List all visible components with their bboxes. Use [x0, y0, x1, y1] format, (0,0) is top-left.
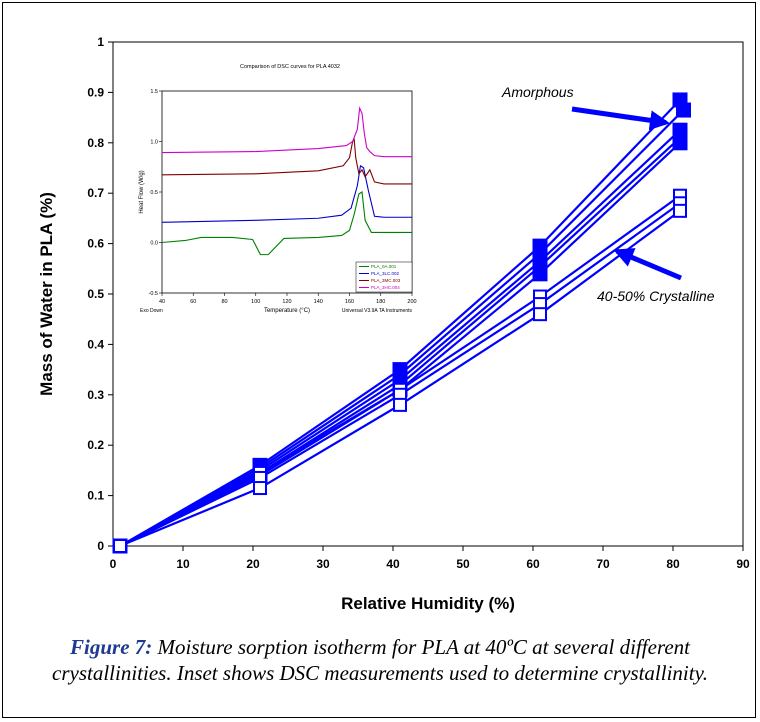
- inset-x-tick-label: 60: [190, 299, 196, 305]
- caption-lead: Figure 7:: [70, 635, 153, 659]
- y-tick-label: 0.8: [87, 136, 104, 150]
- inset-x-tick-label: 40: [159, 299, 165, 305]
- inset-x-tick-label: 80: [221, 299, 227, 305]
- inset-y-tick-label: 0.5: [150, 190, 158, 196]
- inset-x-tick-label: 100: [251, 299, 260, 305]
- data-point: [532, 266, 548, 282]
- inset-series-line: [161, 106, 412, 158]
- inset-y-tick-label: 1.5: [150, 89, 158, 95]
- data-point: [676, 102, 691, 118]
- y-axis-label: Mass of Water in PLA (%): [37, 192, 56, 396]
- inset-series-line: [161, 138, 412, 185]
- x-axis-label: Relative Humidity (%): [341, 594, 515, 613]
- y-tick-label: 0.5: [87, 287, 104, 301]
- data-point: [672, 135, 688, 151]
- y-tick-label: 0.9: [87, 85, 104, 99]
- inset-y-tick-label: 1.0: [150, 140, 158, 146]
- inset-y-axis-label: Heat Flow (W/g): [139, 170, 145, 213]
- inset-x-axis-label: Temperature (°C): [264, 308, 310, 314]
- figure-caption: Figure 7: Moisture sorption isotherm for…: [40, 634, 720, 686]
- data-point: [533, 307, 547, 322]
- caption-text: Moisture sorption isotherm for PLA at 40…: [52, 635, 708, 685]
- arrow-amorphous: [571, 106, 670, 131]
- x-tick-label: 60: [526, 557, 540, 571]
- y-tick-label: 1: [97, 35, 104, 49]
- x-tick-label: 50: [456, 557, 470, 571]
- inset-x-tick-label: 160: [345, 299, 354, 305]
- y-tick-label: 0: [97, 539, 104, 553]
- inset-footer-right: Universal V3.9A TA Instruments: [342, 308, 413, 314]
- data-point: [393, 397, 407, 412]
- x-tick-label: 90: [736, 557, 750, 571]
- inset-x-tick-label: 120: [282, 299, 291, 305]
- inset-series-line: [161, 164, 412, 223]
- data-point: [673, 203, 687, 218]
- inset-legend-label: PLA_0A.001: [371, 264, 397, 269]
- x-tick-label: 20: [246, 557, 260, 571]
- y-tick-label: 0.4: [87, 337, 104, 351]
- annotation-crystalline: 40-50% Crystalline: [597, 288, 715, 304]
- inset-footer-left: Exo Down: [140, 308, 163, 314]
- data-point: [253, 481, 267, 496]
- inset-x-tick-label: 140: [314, 299, 323, 305]
- x-tick-label: 40: [386, 557, 400, 571]
- x-tick-label: 0: [110, 557, 117, 571]
- inset-series-line: [161, 191, 412, 256]
- inset-y-tick-label: -0.5: [149, 291, 158, 297]
- inset-x-tick-label: 200: [407, 299, 416, 305]
- y-tick-label: 0.6: [87, 237, 104, 251]
- y-tick-label: 0.2: [87, 438, 104, 452]
- y-tick-label: 0.7: [87, 186, 104, 200]
- x-tick-label: 30: [316, 557, 330, 571]
- arrow-crystalline: [613, 248, 682, 281]
- annotation-amorphous: Amorphous: [501, 84, 574, 100]
- inset-x-tick-label: 180: [376, 299, 385, 305]
- y-tick-label: 0.1: [87, 489, 104, 503]
- inset-y-tick-label: 0.0: [150, 241, 158, 247]
- inset-legend-label: PLA_3HC.004: [371, 285, 400, 290]
- y-tick-label: 0.3: [87, 388, 104, 402]
- x-tick-label: 10: [176, 557, 190, 571]
- x-tick-label: 70: [596, 557, 610, 571]
- inset-legend-label: PLA_3LC.002: [371, 271, 400, 276]
- inset-legend-label: PLA_3MC.003: [371, 278, 401, 283]
- data-point: [113, 539, 127, 553]
- x-tick-label: 80: [666, 557, 680, 571]
- inset-title: Comparison of DSC curves for PLA 4032: [240, 64, 340, 70]
